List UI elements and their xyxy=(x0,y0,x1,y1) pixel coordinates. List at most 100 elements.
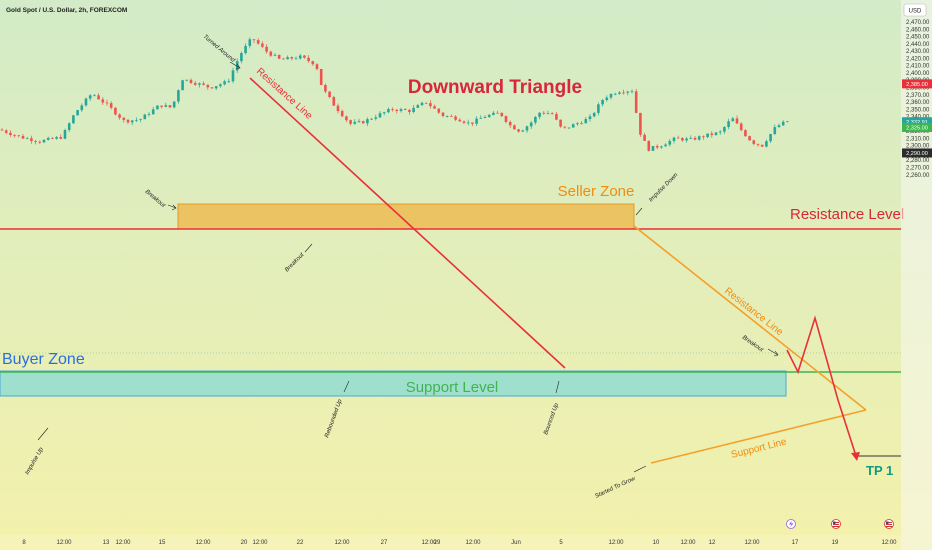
candle-body xyxy=(114,107,117,115)
candle-body xyxy=(723,127,726,132)
y-tick-label: 2,310.00 xyxy=(906,136,930,142)
candle-body xyxy=(185,79,189,81)
candle-body xyxy=(433,106,436,109)
candle-body xyxy=(46,137,50,140)
buyer-zone-box xyxy=(0,370,787,397)
candle-body xyxy=(286,57,289,60)
candle-body xyxy=(639,112,642,135)
projection-path xyxy=(786,315,857,457)
currency-badge[interactable]: USD xyxy=(903,3,927,17)
candle-body xyxy=(630,91,634,93)
candle-body xyxy=(437,108,441,113)
candle-body xyxy=(752,140,756,144)
candle-body xyxy=(67,123,71,131)
x-tick-label: 12:00 xyxy=(195,540,211,546)
candle-body xyxy=(223,81,226,85)
candle-body xyxy=(391,109,394,110)
candle-body xyxy=(550,113,554,115)
candle-body xyxy=(739,123,743,131)
candle-body xyxy=(487,114,491,118)
candle-body xyxy=(508,121,512,126)
candle-body xyxy=(769,134,772,142)
candle-body xyxy=(597,104,600,113)
candle-body xyxy=(420,102,424,106)
candle-body xyxy=(756,143,760,145)
x-tick-label: 13 xyxy=(103,540,110,546)
candle-body xyxy=(370,118,373,120)
us-flag-icon[interactable] xyxy=(884,519,894,529)
candle-body xyxy=(387,109,390,113)
candle-body xyxy=(55,137,58,139)
y-tick-label: 2,370.00 xyxy=(906,93,930,99)
x-tick-label: 12:00 xyxy=(881,540,897,546)
candle-body xyxy=(328,91,331,98)
candle-body xyxy=(479,117,483,119)
price-badge xyxy=(902,79,932,89)
price-badge-label: 2,325.00 xyxy=(906,126,928,132)
projection-arrowhead xyxy=(851,452,860,461)
candle-body xyxy=(643,134,646,141)
x-tick-label: 15 xyxy=(159,540,166,546)
candle-body xyxy=(765,141,768,147)
x-tick-label: 12:00 xyxy=(421,540,437,546)
x-axis-tick-labels: 8 12:00 13 12:00 15 12:00 20 12:00 22 12:00 27 12:0… xyxy=(22,540,897,546)
candle-body xyxy=(697,136,701,140)
candle-body xyxy=(731,118,735,122)
candle-body xyxy=(668,140,672,145)
candle-body xyxy=(34,141,37,142)
candle-body xyxy=(651,145,655,151)
candle-body xyxy=(307,57,310,62)
candle-body xyxy=(580,123,583,125)
currency-badge-label: USD xyxy=(909,9,922,15)
price-badge xyxy=(902,148,932,158)
candle-body xyxy=(525,126,529,131)
candle-body xyxy=(324,84,327,92)
candle-body xyxy=(475,118,478,124)
x-axis[interactable]: 8 12:00 13 12:00 15 12:00 20 12:00 22 12:00 27 12:0… xyxy=(0,535,901,550)
candle-body xyxy=(63,130,67,139)
candle-body xyxy=(38,141,42,143)
candle-body xyxy=(567,127,571,129)
candle-body xyxy=(88,95,92,99)
candle-body xyxy=(93,95,96,97)
x-tick-label: 5 xyxy=(559,540,563,546)
candle-body xyxy=(256,40,260,44)
candle-body xyxy=(265,46,268,52)
candle-body xyxy=(361,121,365,124)
x-tick-label: 20 xyxy=(241,540,248,546)
candle-body xyxy=(42,139,46,143)
candle-body xyxy=(366,119,369,124)
candle-body xyxy=(563,126,567,128)
candle-body xyxy=(156,105,159,110)
x-tick-label: 22 xyxy=(297,540,304,546)
candle-body xyxy=(206,84,210,88)
candle-body xyxy=(576,123,579,125)
resistance-level-label: Resistance Level xyxy=(790,206,904,223)
y-tick-label: 2,350.00 xyxy=(906,107,930,113)
x-tick-label: 19 xyxy=(832,540,839,546)
candle-body xyxy=(403,109,407,110)
candle-body xyxy=(538,112,541,117)
candle-body xyxy=(177,90,180,102)
candle-body xyxy=(84,98,88,106)
lightning-icon[interactable] xyxy=(786,519,796,529)
candle-body xyxy=(76,110,79,116)
candle-body xyxy=(4,130,8,133)
seller-zone-label: Seller Zone xyxy=(558,183,635,200)
price-badge xyxy=(902,117,932,127)
x-tick-label: 12:00 xyxy=(252,540,268,546)
candle-body xyxy=(618,92,621,94)
y-tick-label: 2,440.00 xyxy=(906,42,930,48)
x-tick-label: 12:00 xyxy=(115,540,131,546)
y-tick-label: 2,380.00 xyxy=(906,85,930,91)
candle-body xyxy=(193,83,197,85)
candle-body xyxy=(744,130,747,137)
candle-body xyxy=(0,129,4,131)
candle-body xyxy=(584,119,588,124)
candle-body xyxy=(454,116,457,120)
candle-body xyxy=(172,101,176,108)
us-flag-icon[interactable] xyxy=(831,519,841,529)
y-tick-label: 2,430.00 xyxy=(906,49,930,55)
candle-body xyxy=(261,43,264,47)
